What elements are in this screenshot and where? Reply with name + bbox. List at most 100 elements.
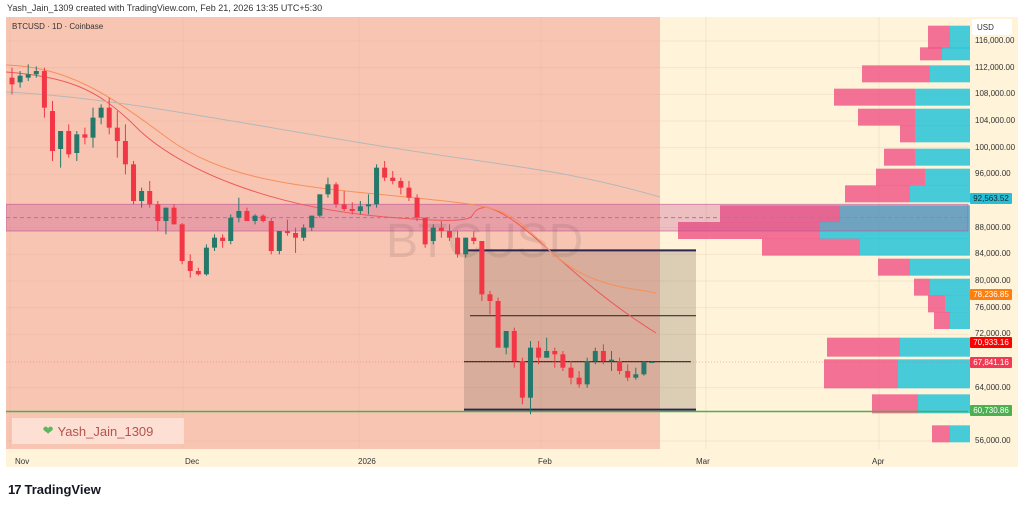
volume-profile-buy [898,359,970,389]
ma-long [6,91,661,198]
candle [446,231,452,238]
candle [187,261,193,271]
candle [560,354,566,368]
chart-frame[interactable]: BTCUSD [6,17,1018,467]
candle [236,211,242,218]
candle [592,351,598,361]
candle [212,237,218,248]
volume-profile-sell [834,88,915,106]
candle [576,377,582,385]
candle [25,74,31,78]
volume-profile-sell [872,394,918,414]
candle [527,347,533,398]
candle [284,231,290,233]
candle [608,359,614,361]
time-axis-label: Nov [15,457,30,466]
candle [195,271,201,275]
price-axis-label: 108,000.00 [975,89,1016,99]
volume-profile-sell [876,168,925,186]
candle [341,204,347,209]
candle [90,117,96,138]
candle [633,374,639,378]
candle [155,204,161,221]
volume-profile-buy [930,65,970,83]
volume-profile-sell [914,278,930,296]
volume-profile-sell [878,258,910,276]
price-chart[interactable]: BTCUSD [6,17,1018,467]
candle [325,184,331,195]
volume-profile-sell [920,47,942,61]
volume-profile-buy [925,168,970,186]
price-axis-label: 80,000.00 [975,276,1011,285]
price-axis-label: 76,000.00 [975,302,1011,312]
candle [139,191,145,201]
ma-short [6,71,657,334]
candle [406,187,412,198]
candle [584,361,590,385]
candle [41,71,47,108]
price-axis-label: 112,000.00 [975,62,1015,72]
candle [260,215,266,221]
volume-profile-sell [858,108,915,126]
price-axis-label: 84,000.00 [975,249,1011,259]
candle [398,181,404,188]
ma-orange-price-tag: 78,236.85 [970,289,1012,300]
tradingview-logo[interactable]: 17 TradingView [8,482,101,497]
candle [163,207,169,221]
volume-profile-sell [827,337,900,357]
volume-profile-buy [918,394,970,414]
poc-price-tag: 92,563.52 [970,193,1012,204]
candle [479,241,485,295]
candle [414,197,420,218]
price-axis-label: 116,000.00 [975,36,1015,45]
volume-profile-sell [762,238,860,256]
volume-profile-sell [884,148,915,166]
tradingview-logo-icon: 17 [8,482,22,497]
author-name: Yash_Jain_1309 [57,423,154,439]
candle [122,141,128,165]
candle [179,224,185,261]
candle [503,331,509,348]
candle [519,361,525,398]
price-axis-label: 100,000.00 [975,142,1016,152]
candle [17,75,23,83]
volume-profile-sell [862,65,930,83]
candle [471,237,477,241]
candle [309,215,315,228]
price-axis-label: 56,000.00 [975,436,1011,445]
candle [430,227,436,241]
candle [33,71,39,75]
volume-profile-buy [915,148,970,166]
candle [374,167,380,205]
candle [98,107,104,118]
volume-profile-buy [915,108,970,126]
volume-profile-sell [928,295,945,313]
candle [317,194,323,216]
support-price-tag: 60,730.86 [970,405,1012,416]
candle [333,184,339,205]
candle [244,211,250,221]
price-axis-label: 64,000.00 [975,382,1011,392]
price-axis-label: 96,000.00 [975,169,1011,179]
candle [301,227,307,238]
candle [220,237,226,241]
volume-profile-buy [950,25,970,49]
candle [171,207,177,225]
volume-profile-buy [915,88,970,106]
symbol-label[interactable]: BTCUSD · 1D · Coinbase [12,22,104,31]
volume-profile-sell [928,25,950,49]
candle [252,215,258,221]
volume-profile-buy [942,47,970,61]
candle [649,362,655,364]
currency-button[interactable]: USD [972,19,1012,35]
time-axis-label: Mar [696,457,710,466]
candle [438,227,444,231]
candle [66,131,72,155]
author-badge: ❤ Yash_Jain_1309 [12,418,184,444]
candle [228,217,234,241]
volume-profile-buy [945,295,970,313]
candle [390,177,396,181]
volume-profile-buy [930,278,970,296]
volume-profile-buy [860,238,970,256]
time-axis-label: Feb [538,457,552,466]
